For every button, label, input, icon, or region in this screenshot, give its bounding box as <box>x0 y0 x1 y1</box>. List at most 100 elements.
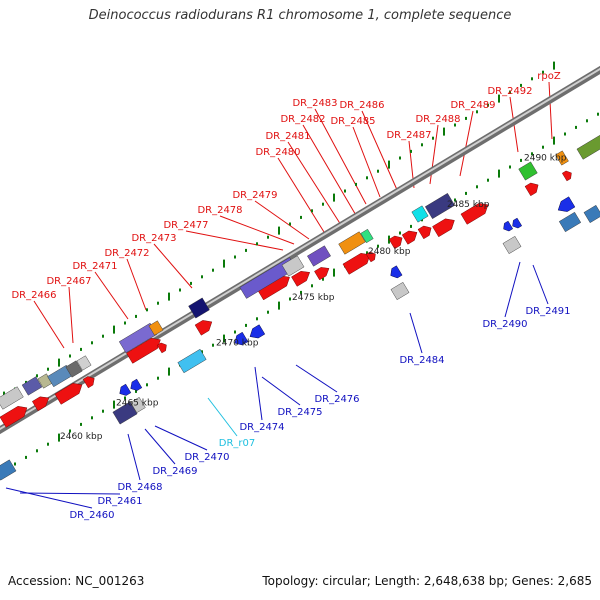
bottom-tick-rail-tick <box>25 455 27 459</box>
top-tick-rail-tick <box>476 110 478 114</box>
gene-feature <box>460 203 489 225</box>
gene-feature-shape <box>188 297 210 319</box>
gene-feature <box>130 378 143 391</box>
top-tick-rail-tick <box>102 334 104 338</box>
bottom-tick-rail-tick <box>234 330 236 334</box>
gene-feature <box>502 235 522 255</box>
gene-label: DR_2475 <box>277 407 322 418</box>
bottom-tick-rail-tick <box>399 231 401 235</box>
gene-feature-shape <box>82 376 95 389</box>
scale-label: 2470 kbp <box>216 338 259 348</box>
gene-feature <box>583 204 600 224</box>
gene-feature-shape <box>130 378 143 391</box>
gene-feature-shape <box>555 150 569 166</box>
leader-line <box>504 261 521 318</box>
gene-feature <box>156 342 167 354</box>
top-tick-rail-tick <box>179 288 181 292</box>
bottom-tick-rail-tick <box>47 442 49 446</box>
gene-label: DR_2479 <box>232 190 277 201</box>
bottom-tick-rail-tick <box>212 343 214 347</box>
gene-feature <box>0 406 28 428</box>
gene-feature <box>360 228 374 244</box>
top-tick-rail-tick <box>124 321 126 325</box>
gene-feature-shape <box>130 397 146 413</box>
gene-feature-shape <box>561 170 572 182</box>
gene-label: DR_2477 <box>163 220 208 231</box>
gene-feature <box>130 397 146 413</box>
gene-feature <box>291 271 310 287</box>
top-tick-rail-tick <box>388 160 390 169</box>
gene-feature-shape <box>249 324 266 339</box>
bottom-tick-rail-tick <box>520 158 522 162</box>
top-tick-rail-tick <box>80 347 82 351</box>
bottom-tick-rail-tick <box>509 165 511 169</box>
bottom-tick-rail-tick <box>410 224 412 228</box>
bottom-tick-rail-tick <box>575 125 577 129</box>
gene-feature <box>234 331 249 346</box>
top-tick-rail-tick <box>553 61 555 70</box>
gene-feature <box>518 161 538 181</box>
gene-feature <box>388 235 403 250</box>
leader-line <box>409 312 423 354</box>
gene-label: DR_2490 <box>482 319 527 330</box>
bottom-tick-rail-tick <box>333 268 335 277</box>
gene-feature <box>314 267 330 281</box>
gene-label: DR_r07 <box>219 438 255 449</box>
top-tick-rail-tick <box>509 90 511 94</box>
bottom-tick-rail-tick <box>498 169 500 178</box>
bottom-tick-rail-tick <box>553 136 555 145</box>
top-tick-rail-tick <box>311 209 313 213</box>
scale-label: 2460 kbp <box>60 432 103 442</box>
bottom-tick-rail-tick <box>256 317 258 321</box>
gene-feature <box>411 205 429 223</box>
gene-feature <box>112 401 138 425</box>
map-title: Deinococcus radiodurans R1 chromosome 1,… <box>88 8 512 23</box>
top-tick-rail-tick <box>190 281 192 285</box>
gene-feature <box>401 230 418 245</box>
gene-feature-shape <box>558 211 582 233</box>
top-tick-rail-tick <box>245 248 247 252</box>
bottom-tick-rail-tick <box>454 198 456 202</box>
gene-feature-shape <box>338 231 366 255</box>
gene-feature <box>417 225 432 240</box>
gene-feature <box>390 265 403 279</box>
top-tick-rail-tick <box>201 275 203 279</box>
gene-feature <box>0 459 17 481</box>
top-tick-rail-tick <box>223 259 225 268</box>
bottom-tick-rail-tick <box>487 178 489 182</box>
gene-feature-shape <box>360 228 374 244</box>
bottom-tick-rail-tick <box>564 132 566 136</box>
gene-feature-shape <box>502 235 522 255</box>
bottom-tick-rail-tick <box>597 112 599 116</box>
gene-feature-shape <box>424 193 456 219</box>
bottom-tick-rail-tick <box>201 350 203 354</box>
top-tick-rail-tick <box>157 301 159 305</box>
gene-feature <box>148 320 164 336</box>
gene-label: DR_2461 <box>97 496 142 507</box>
top-tick-rail-tick <box>344 189 346 193</box>
gene-label: DR_2472 <box>104 248 149 259</box>
top-tick-rail-tick <box>91 341 93 345</box>
gene-feature <box>194 320 213 336</box>
gene-feature <box>249 324 266 339</box>
gene-label: DR_2466 <box>11 290 56 301</box>
top-tick-rail-tick <box>36 374 38 378</box>
leader-line <box>153 243 193 289</box>
leader-line <box>459 110 474 177</box>
gene-feature-shape <box>234 331 249 346</box>
gene-feature <box>365 251 376 263</box>
gene-label: DR_2467 <box>46 276 91 287</box>
gene-feature <box>557 196 576 212</box>
gene-feature-shape <box>148 320 164 336</box>
gene-feature <box>21 376 43 396</box>
bottom-tick-rail-tick <box>146 383 148 387</box>
gene-feature <box>342 253 371 275</box>
gene-feature-shape <box>112 401 138 425</box>
leader-line <box>5 487 93 509</box>
gene-label: DR_2484 <box>399 355 444 366</box>
leader-line <box>94 271 129 320</box>
gene-label: DR_2474 <box>239 422 284 433</box>
top-tick-rail-tick <box>322 202 324 206</box>
gene-features <box>0 134 600 481</box>
gene-feature-shape <box>342 253 371 275</box>
